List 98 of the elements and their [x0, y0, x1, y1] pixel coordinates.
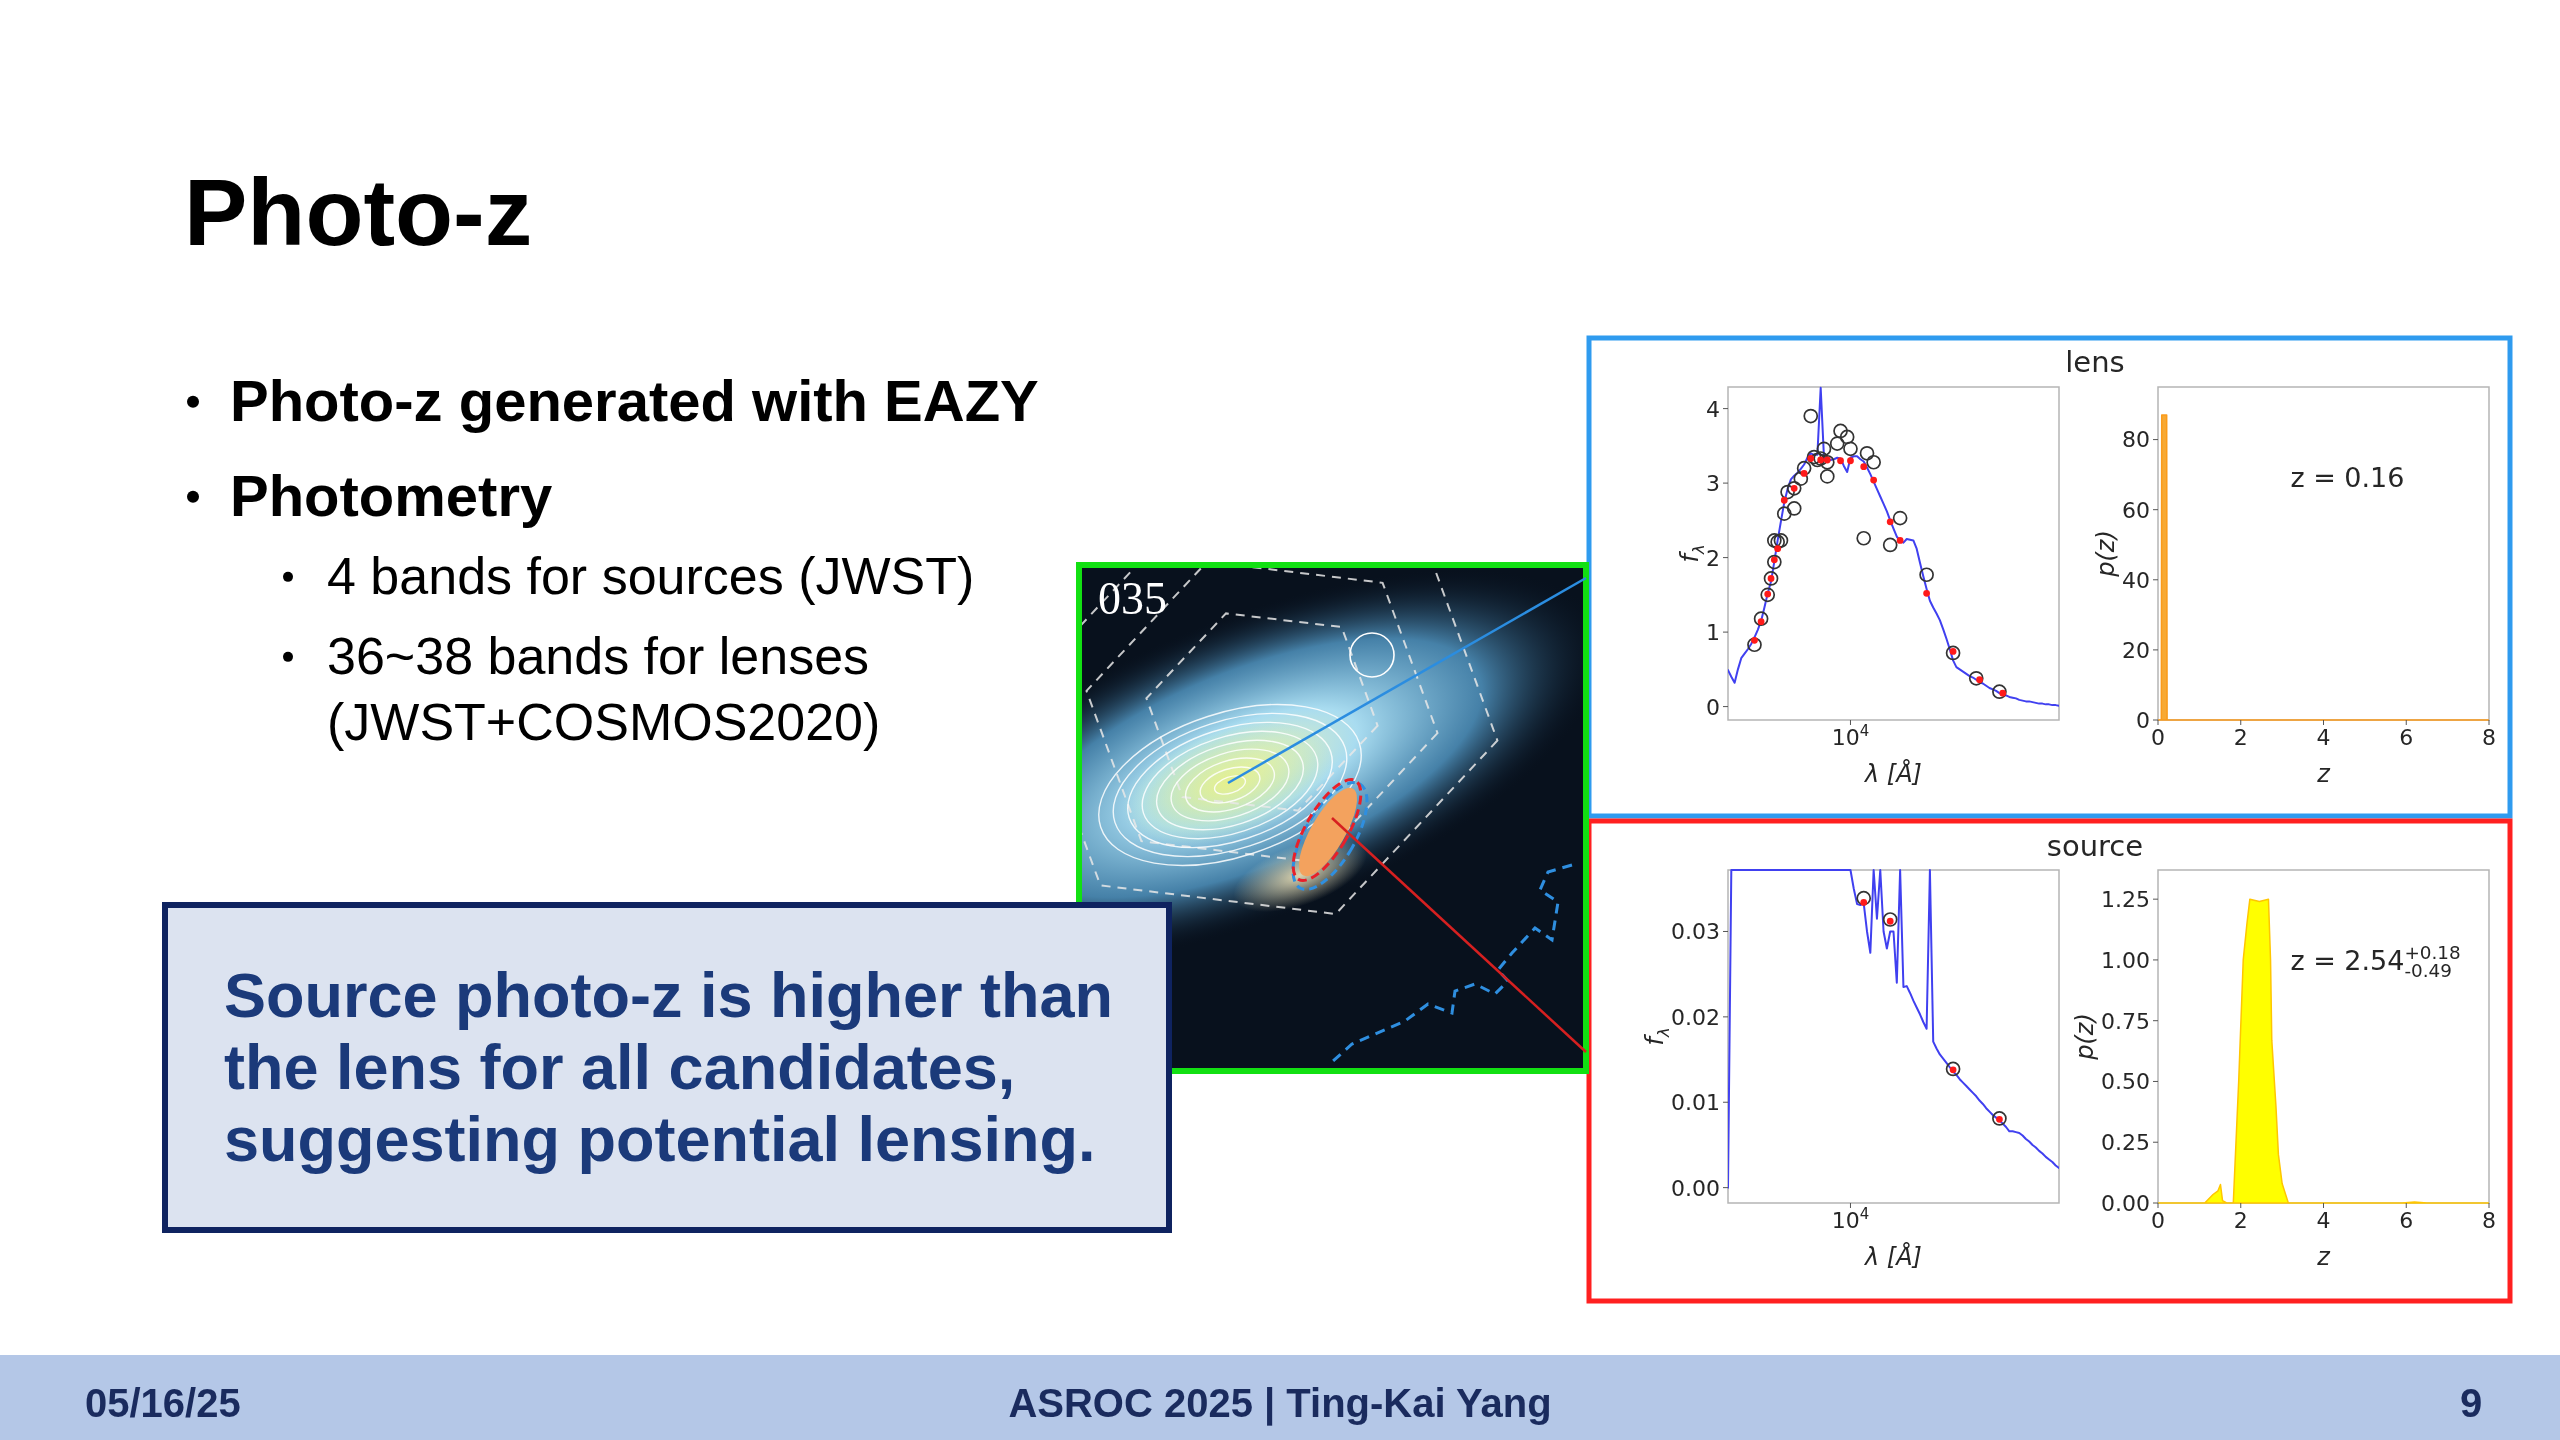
point: [1819, 454, 1835, 470]
point: [1813, 451, 1829, 466]
y-tick-label: 3: [1706, 471, 1720, 497]
point: [1753, 611, 1769, 627]
y-tick-label: 2: [1706, 545, 1720, 571]
y-tick-label: 40: [2122, 567, 2150, 593]
y-tick-label: 0: [1706, 694, 1720, 720]
text: 36~38 bands for lenses (JWST+COSMOS2020): [327, 627, 881, 751]
point: [1919, 567, 1934, 583]
y-tick-label: 80: [2122, 427, 2150, 453]
x-axis-title: λ [Å]: [1863, 1242, 1922, 1271]
x-axis-title: λ [Å]: [1863, 759, 1922, 788]
point: [1856, 530, 1872, 546]
source-note: Source photo-z is higher than the lens for all candidates, suggesting potential lensing.: [224, 960, 1114, 1174]
x-tick-label: 10$^{4}$: [1831, 721, 1870, 751]
point: [1833, 423, 1848, 439]
point: [1803, 408, 1819, 424]
text: Photometry: [230, 463, 553, 528]
point: [1796, 460, 1812, 476]
point: [1816, 441, 1832, 457]
point: [1859, 445, 1875, 461]
y-tick-label: 0.02: [1671, 1004, 1720, 1030]
point: [1774, 545, 1782, 553]
y-tick-label: 0.01: [1671, 1090, 1720, 1116]
point: [1800, 470, 1808, 477]
y-tick-label: 0.75: [2101, 1008, 2150, 1034]
point: [1866, 454, 1881, 470]
x-tick-label: 6: [2399, 725, 2414, 751]
x-tick-label: 8: [2482, 1208, 2496, 1234]
text: Photo-z: [184, 159, 533, 265]
point: [1896, 537, 1904, 544]
x-tick-label: 10$^{4}$: [1831, 1204, 1870, 1234]
y-tick-label: 0.25: [2101, 1130, 2150, 1156]
x-tick-label: 2: [2233, 725, 2248, 751]
text: 05/16/25: [85, 1381, 241, 1425]
point: [1856, 890, 1872, 906]
y-tick-label: 1.25: [2101, 887, 2150, 913]
point: [1843, 441, 1858, 457]
line-series: [1728, 869, 2059, 1189]
point: [1829, 436, 1845, 451]
point: [1847, 457, 1854, 465]
x-axis-title: z: [2316, 1243, 2332, 1271]
text: 035: [1098, 573, 1167, 624]
point: [1882, 537, 1898, 553]
y-tick-label: 20: [2122, 637, 2150, 663]
chart-title: lens: [2065, 345, 2125, 379]
x-tick-label: 6: [2399, 1208, 2414, 1234]
x-tick-label: 4: [2316, 725, 2331, 751]
y-tick-label: 0.00: [1671, 1175, 1720, 1201]
point: [1793, 471, 1809, 486]
point: [1766, 554, 1782, 570]
x-tick-label: 4: [2316, 1208, 2331, 1234]
point: [1923, 589, 1930, 597]
point: [1870, 476, 1878, 484]
point: [1945, 645, 1961, 661]
y-tick-label: 0.00: [2101, 1190, 2150, 1216]
point: [1945, 1061, 1961, 1077]
y-tick-label: 0.03: [1671, 919, 1720, 945]
y-tick-label: 1: [1706, 620, 1720, 646]
point: [1780, 496, 1788, 504]
point: [1770, 534, 1785, 550]
point: [1751, 636, 1758, 644]
text: ASROC 2025 | Ting-Kai Yang: [1008, 1381, 1552, 1426]
point: [1763, 571, 1779, 586]
y-tick-label: 1.00: [2101, 947, 2150, 973]
x-tick-label: 2: [2233, 1208, 2248, 1234]
point: [1882, 912, 1898, 927]
point: [1968, 670, 1984, 686]
annotation: z = 0.16: [2290, 461, 2405, 493]
y-tick-label: 0.50: [2101, 1069, 2150, 1095]
point: [1786, 501, 1802, 516]
line-series: [1728, 386, 2059, 707]
x-tick-label: 8: [2482, 725, 2496, 751]
y-axis-title: p(z): [2071, 1013, 2100, 1061]
chart-title: source: [2046, 829, 2144, 863]
point: [1819, 469, 1835, 484]
point: [1860, 899, 1868, 906]
text: 4 bands for sources (JWST): [327, 547, 975, 605]
y-axis-title: p(z): [2092, 530, 2121, 578]
point: [1892, 510, 1908, 526]
point: [1810, 452, 1825, 468]
point: [1992, 1111, 2007, 1126]
point: [1992, 684, 2007, 700]
point: [1860, 463, 1868, 471]
text: 9: [2459, 1381, 2483, 1425]
point: [1839, 429, 1855, 445]
point: [1786, 480, 1802, 496]
point: [1760, 587, 1776, 603]
y-tick-label: 60: [2122, 497, 2150, 523]
y-tick-label: 4: [1706, 396, 1720, 422]
x-axis-title: z: [2316, 760, 2332, 788]
point: [1776, 506, 1792, 521]
text: Photo-z generated with EAZY: [230, 368, 1039, 433]
y-tick-label: 0: [2136, 707, 2150, 733]
point: [1780, 484, 1795, 500]
point: [1837, 457, 1844, 465]
point: [1747, 637, 1762, 653]
point: [1886, 518, 1894, 526]
